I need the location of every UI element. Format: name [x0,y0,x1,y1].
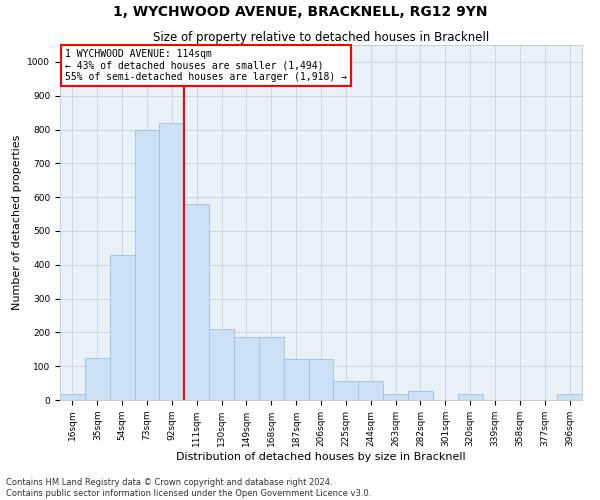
Bar [383,394,408,400]
Bar [458,394,482,400]
Bar [110,254,134,400]
X-axis label: Distribution of detached houses by size in Bracknell: Distribution of detached houses by size … [176,452,466,462]
Bar [408,390,433,400]
Text: Contains HM Land Registry data © Crown copyright and database right 2024.
Contai: Contains HM Land Registry data © Crown c… [6,478,371,498]
Text: 1, WYCHWOOD AVENUE, BRACKNELL, RG12 9YN: 1, WYCHWOOD AVENUE, BRACKNELL, RG12 9YN [113,5,487,19]
Bar [334,382,358,400]
Bar [134,130,160,400]
Bar [259,338,284,400]
Text: 1 WYCHWOOD AVENUE: 114sqm
← 43% of detached houses are smaller (1,494)
55% of se: 1 WYCHWOOD AVENUE: 114sqm ← 43% of detac… [65,48,347,82]
Bar [284,360,308,400]
Bar [358,382,383,400]
Title: Size of property relative to detached houses in Bracknell: Size of property relative to detached ho… [153,31,489,44]
Bar [60,394,85,400]
Bar [85,358,110,400]
Bar [160,123,184,400]
Bar [234,338,259,400]
Bar [184,204,209,400]
Bar [209,329,234,400]
Bar [308,360,334,400]
Bar [557,394,582,400]
Y-axis label: Number of detached properties: Number of detached properties [12,135,22,310]
